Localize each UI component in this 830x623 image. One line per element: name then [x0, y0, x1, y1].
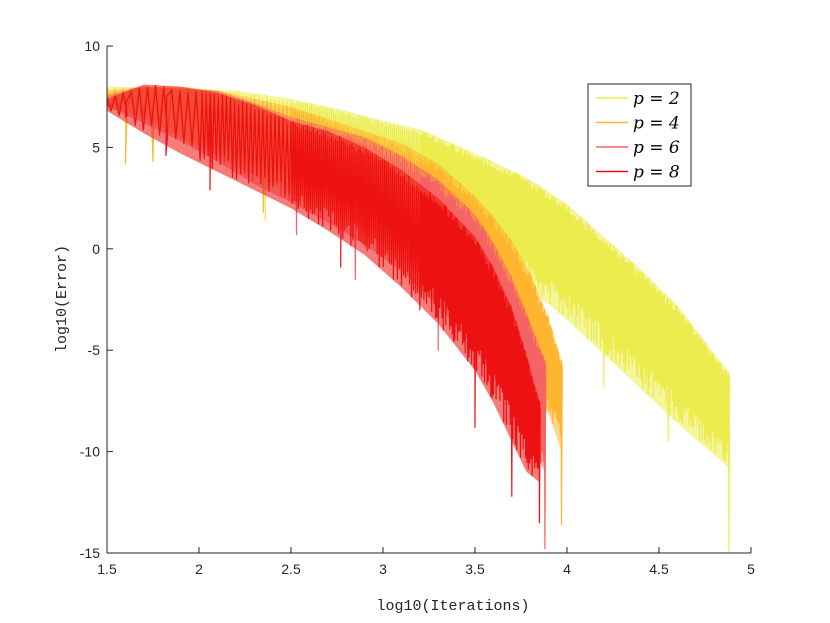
legend-box — [587, 83, 692, 187]
y-axis-title: log10(Error) — [54, 245, 71, 353]
x-tick-label: 4.5 — [649, 561, 669, 577]
x-tick-label: 2 — [195, 561, 203, 577]
legend-label: p = 6 — [633, 138, 680, 158]
axes: 1.5 2 2.5 3 3.5 4 4.5 5 10 5 0 -5 -10 -15 — [80, 38, 755, 577]
legend: p = 2 p = 4 p = 6 p = 8 — [587, 83, 692, 187]
legend-label: p = 4 — [633, 114, 680, 134]
series-4 — [107, 84, 541, 524]
legend-label: p = 2 — [633, 89, 680, 109]
x-tick-label: 2.5 — [281, 561, 301, 577]
series-line-4 — [107, 84, 541, 524]
x-tick-label: 1.5 — [97, 561, 117, 577]
plot-area — [107, 84, 731, 553]
x-tick-label: 5 — [747, 561, 755, 577]
x-tick-label: 4 — [563, 561, 571, 577]
y-tick-label: 0 — [92, 241, 100, 257]
y-tick-label: -15 — [80, 545, 100, 561]
y-tick-label: 5 — [92, 139, 100, 155]
x-tick-label: 3.5 — [465, 561, 485, 577]
x-axis-title: log10(Iterations) — [376, 598, 529, 615]
legend-label: p = 8 — [633, 163, 680, 183]
x-tick-label: 3 — [379, 561, 387, 577]
y-tick-label: -5 — [88, 342, 101, 358]
y-tick-label: -10 — [80, 444, 100, 460]
y-tick-label: 10 — [84, 38, 100, 54]
